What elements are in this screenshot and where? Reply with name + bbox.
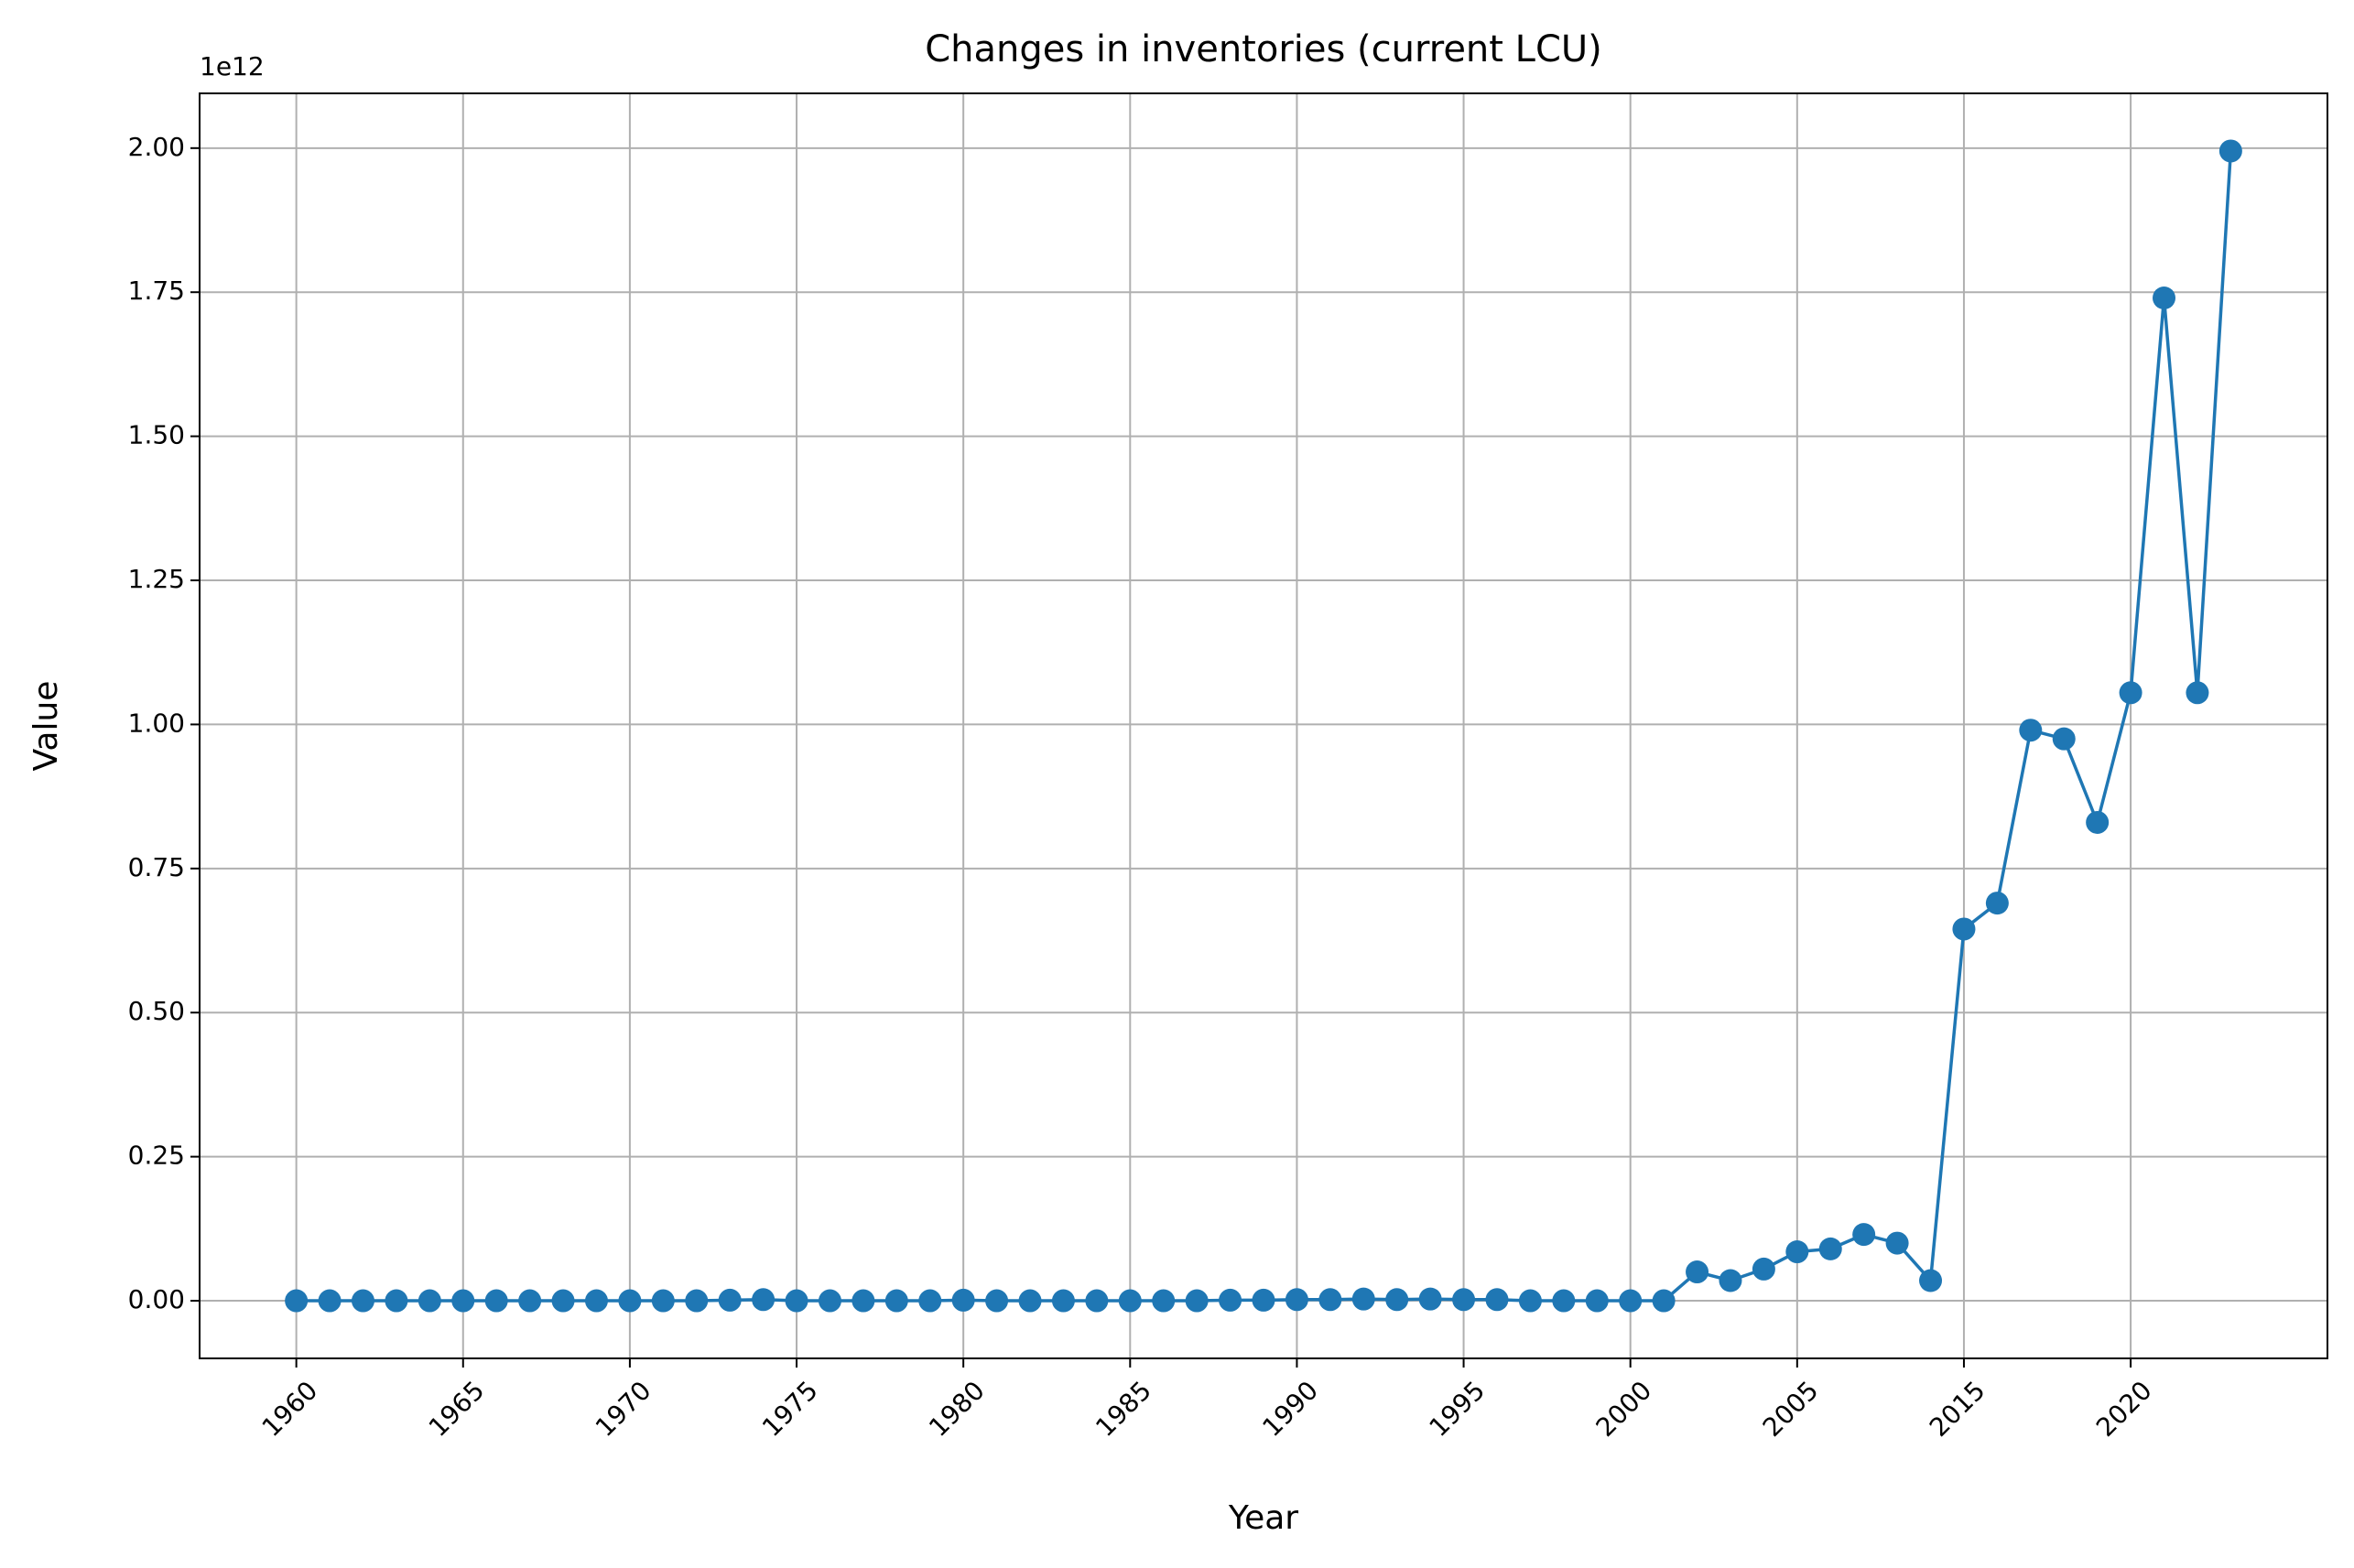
point [1885,1231,1909,1255]
point [2119,681,2142,705]
point [1385,1288,1409,1312]
point [318,1289,342,1313]
point [884,1289,908,1313]
plot-frame [199,92,2328,1359]
point [285,1289,309,1313]
point [1785,1240,1809,1264]
point [484,1289,508,1313]
point [1318,1288,1342,1312]
point [852,1289,875,1313]
x-tick-label: 2000 [1590,1375,1658,1443]
point [1452,1288,1476,1312]
point [1252,1288,1275,1312]
y-tick-label: 0.25 [128,1141,185,1171]
offset-label: 1e12 [200,51,265,81]
chart-title: Changes in inventories (current LCU) [925,28,1602,70]
point [2153,287,2176,310]
point [985,1289,1009,1313]
point [1118,1289,1142,1313]
point [518,1289,542,1313]
point [651,1289,675,1313]
y-tick-label: 1.75 [128,276,185,306]
point [385,1289,408,1313]
point [818,1289,841,1313]
y-axis-label: Value [27,681,65,772]
point [418,1289,441,1313]
point [1719,1269,1742,1292]
point [2019,719,2043,742]
point [1051,1289,1075,1313]
point [1919,1269,1943,1292]
x-tick-label: 1995 [1423,1375,1491,1443]
y-tick-label: 0.00 [128,1284,185,1314]
point [752,1288,776,1312]
point [951,1288,975,1312]
point [1552,1289,1576,1313]
x-tick-label: 2005 [1757,1375,1825,1443]
point [1418,1287,1442,1311]
y-tick-label: 1.25 [128,564,185,594]
point [618,1289,642,1313]
point [351,1289,374,1313]
point [1818,1237,1842,1260]
x-tick-label: 1960 [256,1375,324,1443]
point [1652,1289,1676,1313]
point [718,1288,742,1312]
point [1852,1223,1876,1247]
point [2086,810,2110,834]
point [1985,892,2009,915]
point [551,1289,575,1313]
point [1085,1289,1109,1313]
point [685,1289,709,1313]
point [1518,1289,1542,1313]
point [451,1289,475,1313]
point [1485,1288,1509,1312]
x-tick-label: 1975 [756,1375,824,1443]
point [1619,1289,1643,1313]
point [2052,727,2076,751]
point [1752,1257,1775,1281]
y-tick-label: 2.00 [128,132,185,162]
x-tick-label: 1980 [923,1375,991,1443]
point [1219,1288,1242,1312]
point [2186,681,2209,705]
point [1351,1287,1375,1311]
x-axis-label: Year [1228,1499,1298,1537]
point [2218,139,2242,163]
point [785,1289,808,1313]
x-tick-label: 2015 [1924,1375,1991,1443]
point [1585,1289,1609,1313]
point [918,1289,942,1313]
y-tick-label: 0.50 [128,996,185,1026]
y-tick-label: 0.75 [128,852,185,882]
y-tick-label: 1.50 [128,420,185,450]
x-tick-label: 1990 [1256,1375,1324,1443]
x-tick-label: 1985 [1090,1375,1157,1443]
x-tick-label: 1970 [590,1375,657,1443]
point [584,1289,608,1313]
point [1952,917,1976,941]
point [1018,1289,1042,1313]
x-tick-label: 2020 [2090,1375,2158,1443]
line [296,150,2233,1303]
point [1686,1260,1709,1284]
y-tick-label: 1.00 [128,708,185,738]
point [1152,1289,1176,1313]
point [1185,1289,1209,1313]
point [1285,1288,1308,1312]
x-tick-label: 1965 [423,1375,491,1443]
